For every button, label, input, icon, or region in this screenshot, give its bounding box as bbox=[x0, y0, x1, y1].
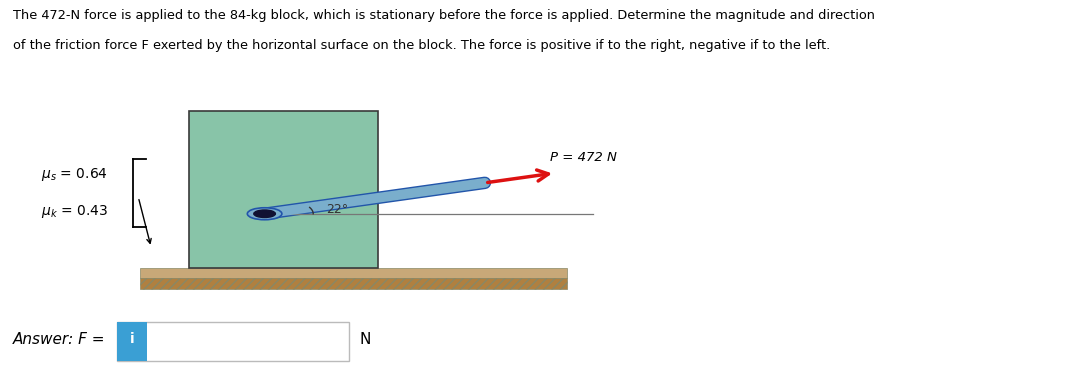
Text: i: i bbox=[130, 332, 134, 346]
Bar bbox=[140, 278, 567, 289]
Bar bbox=[189, 111, 378, 268]
Text: of the friction force F exerted by the horizontal surface on the block. The forc: of the friction force F exerted by the h… bbox=[13, 39, 831, 53]
Circle shape bbox=[256, 211, 273, 217]
FancyBboxPatch shape bbox=[117, 322, 349, 361]
FancyBboxPatch shape bbox=[117, 322, 147, 361]
Circle shape bbox=[247, 208, 282, 220]
Text: 22°: 22° bbox=[326, 203, 348, 216]
Text: N: N bbox=[360, 332, 372, 347]
Text: The 472-N force is applied to the 84-kg block, which is stationary before the fo: The 472-N force is applied to the 84-kg … bbox=[13, 9, 875, 22]
Circle shape bbox=[254, 210, 275, 218]
Bar bbox=[140, 268, 567, 278]
Text: P = 472 N: P = 472 N bbox=[550, 151, 617, 164]
Text: Answer: F =: Answer: F = bbox=[13, 332, 110, 347]
Text: $\mu_k$ = 0.43: $\mu_k$ = 0.43 bbox=[41, 203, 108, 220]
Text: $\mu_s$ = 0.64: $\mu_s$ = 0.64 bbox=[41, 166, 108, 183]
